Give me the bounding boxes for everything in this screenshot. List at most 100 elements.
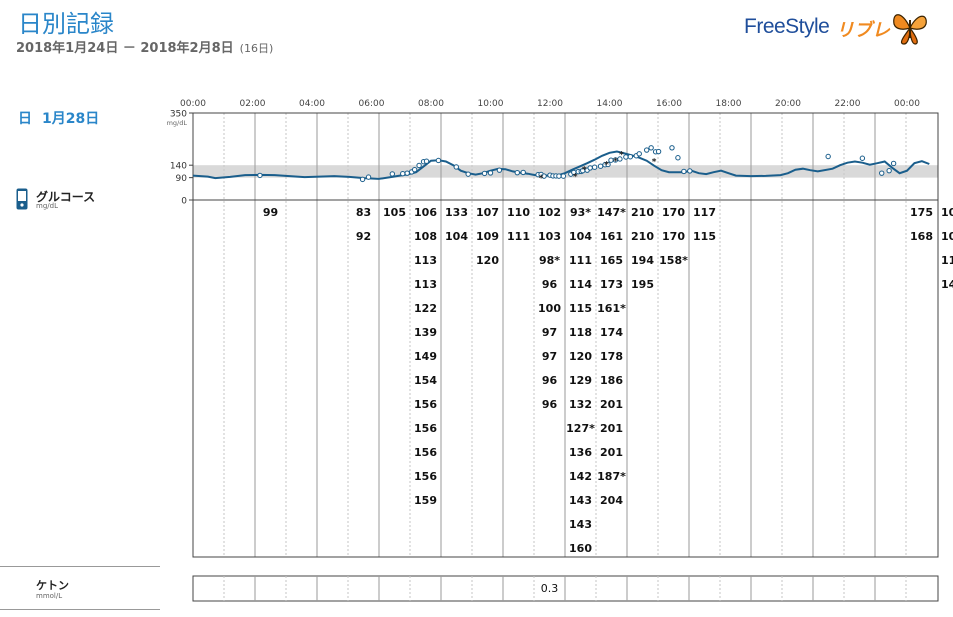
scan-point (435, 157, 442, 164)
reading-cell: 100 (538, 302, 561, 315)
reading-cell: 195 (631, 278, 654, 291)
date-range-text: 2018年1月24日 － 2018年2月8日 (16, 41, 234, 56)
x-tick-label: 00:00 (180, 99, 206, 109)
reading-cell: 92 (356, 230, 371, 243)
scan-point (560, 173, 567, 179)
x-tick-label: 18:00 (716, 99, 742, 109)
freestyle-libre-logo: FreeStyle リブレ (744, 8, 939, 46)
scan-point (886, 167, 892, 174)
reading-cell: 133 (445, 206, 468, 219)
ketone-readings-row: 0.3 (192, 575, 939, 602)
manual-point: * (652, 158, 657, 168)
scan-point (890, 160, 897, 167)
reading-cell: 127* (566, 422, 595, 435)
reading-cell: 114 (569, 278, 592, 291)
reading-cell: 103 (538, 230, 561, 243)
reading-cell: 99 (263, 206, 278, 219)
x-tick-label: 22:00 (835, 99, 861, 109)
scan-point (514, 169, 520, 176)
reading-cell: 120 (569, 350, 592, 363)
grid-lines (192, 112, 939, 558)
scan-point (404, 170, 410, 176)
ketone-label-block: ケトン mmol/L (0, 566, 160, 610)
x-tick-label: 08:00 (418, 99, 444, 109)
scan-point (879, 170, 885, 176)
reading-cell: 97 (542, 326, 557, 339)
reading-cell: 159 (414, 494, 437, 507)
reading-cell: 161 (600, 230, 623, 243)
scan-point (389, 171, 396, 177)
reading-cell: 149 (414, 350, 437, 363)
x-tick-label: 12:00 (537, 99, 563, 109)
scan-point (481, 170, 488, 177)
reader-device-icon (16, 188, 28, 210)
reading-cell: 201 (600, 422, 623, 435)
reading-cell: 156 (414, 422, 437, 435)
x-tick-label: 10:00 (478, 99, 504, 109)
reading-cell: 186 (600, 374, 623, 387)
reading-cell: 158* (659, 254, 688, 267)
x-tick-label: 02:00 (240, 99, 266, 109)
reading-cell: 143 (569, 518, 592, 531)
scan-point (655, 148, 662, 155)
ketone-label: ケトン (36, 579, 69, 592)
x-tick-label: 00:00 (894, 99, 920, 109)
reading-cell: 132 (569, 398, 592, 411)
reading-cell: 107 (476, 206, 499, 219)
y-tick-label: 0 (181, 197, 187, 207)
x-tick-label: 20:00 (775, 99, 801, 109)
day-header: 日 1月28日 (18, 108, 99, 128)
reading-cell: 83 (356, 206, 371, 219)
reading-cell: 201 (600, 446, 623, 459)
y-tick-label: 90 (176, 174, 188, 184)
reading-cell: 106 (414, 206, 437, 219)
reading-cell: 175 (910, 206, 933, 219)
reading-cell: 118 (941, 254, 953, 267)
reading-cell: 102 (538, 206, 561, 219)
reading-cell: 113 (414, 278, 437, 291)
scan-point (587, 165, 593, 171)
glucose-label: グルコース (36, 190, 96, 204)
reading-cell: 156 (414, 446, 437, 459)
reading-cell: 160 (569, 542, 592, 555)
scan-point (825, 153, 831, 160)
scan-markers (257, 145, 897, 183)
reading-cell: 109 (476, 230, 499, 243)
scan-point (520, 169, 526, 176)
scan-point (687, 168, 693, 174)
reading-cell: 96 (542, 278, 558, 291)
reading-cell: 104 (445, 230, 468, 243)
day-prefix: 日 (18, 111, 32, 127)
reading-cell: 96 (542, 398, 558, 411)
scan-point (597, 163, 604, 169)
y-axis-unit: mg/dL (167, 119, 188, 127)
scan-point (365, 174, 372, 180)
reading-cell: 201 (600, 398, 623, 411)
reading-cell: 156 (414, 398, 437, 411)
reading-cell: 178 (600, 350, 623, 363)
reading-cell: 170 (662, 230, 685, 243)
x-tick-label: 06:00 (359, 99, 385, 109)
glucose-readings-table: 99 83 92 105 106 108 113 113 122 139 149 154 156 156 1… (263, 206, 953, 555)
scan-point (675, 155, 681, 161)
reading-cell: 97 (542, 350, 557, 363)
reading-cell: 96 (542, 374, 558, 387)
manual-point: * (573, 173, 578, 183)
x-tick-label: 16:00 (656, 99, 682, 109)
reading-cell: 93* (570, 206, 591, 219)
reading-cell: 136 (569, 446, 592, 459)
ketone-value: 0.3 (541, 582, 559, 595)
reading-cell: 113 (414, 254, 437, 267)
reading-cell: 120 (476, 254, 499, 267)
scan-point (453, 164, 459, 170)
day-count: (16日) (239, 42, 274, 55)
reading-cell: 139 (414, 326, 437, 339)
chart-frame (192, 112, 939, 558)
reading-cell: 108 (941, 230, 953, 243)
reading-cell: 210 (631, 206, 654, 219)
reading-cell: 173 (600, 278, 623, 291)
reading-cell: 210 (631, 230, 654, 243)
scan-point (591, 164, 598, 170)
reading-cell: 104 (569, 230, 592, 243)
